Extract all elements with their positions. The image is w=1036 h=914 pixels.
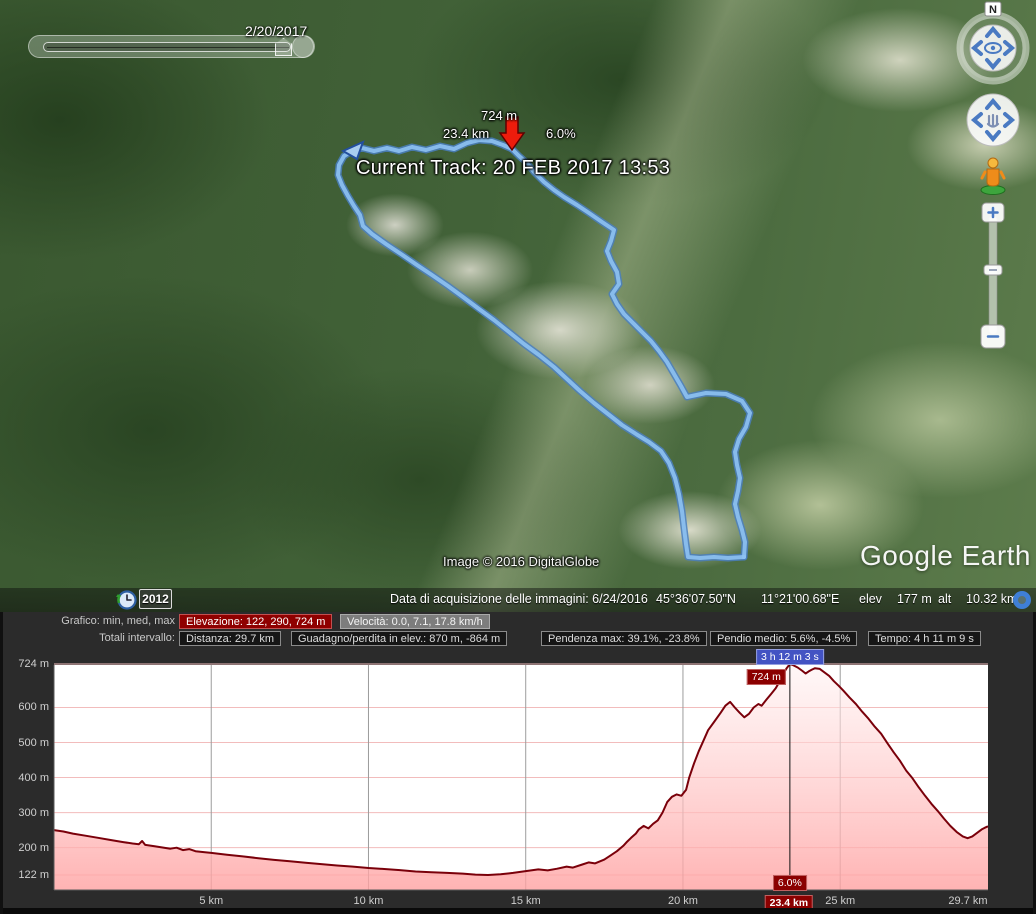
interval-totals-label: Totali intervallo:	[99, 632, 175, 644]
move-left-chevron-icon[interactable]	[970, 112, 983, 128]
status-bar: 2012 Data di acquisizione delle immagini…	[0, 588, 1036, 612]
max-slope-box: Pendenza max: 39.1%, -23.8%	[541, 631, 707, 646]
zoom-control	[980, 202, 1006, 349]
north-badge[interactable]: N	[984, 1, 1002, 17]
time-slider[interactable]: 2/20/2017	[28, 23, 315, 58]
move-down-chevron-icon[interactable]	[985, 130, 1001, 143]
distance-box: Distanza: 29.7 km	[179, 631, 282, 646]
marker-distance-label: 23.4 km	[443, 126, 490, 141]
cursor-distance-tooltip: 23.4 km	[764, 895, 814, 911]
elev-label: elev	[859, 592, 882, 606]
satellite-map-view[interactable]: 724 m 23.4 km 6.0% Current Track: 20 FEB…	[0, 0, 1036, 612]
historical-imagery-year-button[interactable]: 2012	[139, 589, 172, 609]
latitude-readout: 45°36'07.50"N	[656, 592, 736, 606]
avg-slope-box: Pendio medio: 5.6%, -4.5%	[710, 631, 858, 646]
x-axis-label: 10 km	[353, 895, 384, 907]
current-track-label: Current Track: 20 FEB 2017 13:53	[356, 157, 671, 179]
y-axis-label: 600 m	[18, 701, 49, 714]
elevation-profile-panel: Grafico: min, med, max Elevazione: 122, …	[0, 612, 1036, 914]
look-down-chevron-icon[interactable]	[985, 58, 1001, 71]
eye-icon	[984, 42, 1002, 54]
elevation-stats-box[interactable]: Elevazione: 122, 290, 724 m	[179, 614, 333, 629]
track-start-arrow-icon[interactable]	[338, 138, 368, 164]
y-axis-label: 122 m	[18, 869, 49, 881]
gain-loss-box: Guadagno/perdita in elev.: 870 m, -864 m	[291, 631, 508, 646]
track-position-marker-icon[interactable]	[498, 116, 526, 152]
y-axis-label: 724 m	[18, 658, 49, 670]
historical-imagery-clock-icon[interactable]	[114, 588, 138, 612]
y-axis-label: 300 m	[18, 806, 49, 819]
x-axis-label: 15 km	[510, 895, 541, 907]
y-axis-label: 500 m	[18, 736, 49, 749]
acquisition-date-text: Data di acquisizione delle immagini: 6/2…	[390, 592, 648, 606]
y-axis-label: 200 m	[18, 841, 49, 854]
move-joystick[interactable]	[966, 93, 1020, 147]
x-axis-label: 29.7 km	[948, 895, 988, 907]
y-axis-label: 400 m	[18, 771, 49, 784]
streaming-indicator-icon	[1013, 591, 1031, 609]
time-slider-end-knob[interactable]	[292, 35, 315, 58]
x-axis-label: 5 km	[199, 895, 224, 907]
hand-icon	[986, 113, 1000, 128]
speed-stats-box[interactable]: Velocità: 0.0, 7.1, 17.8 km/h	[340, 614, 490, 629]
time-slider-date-label: 2/20/2017	[245, 23, 308, 39]
longitude-readout: 11°21'00.68"E	[761, 592, 840, 606]
time-slider-track-line	[47, 47, 289, 48]
marker-grade-label: 6.0%	[546, 126, 576, 141]
imagery-copyright: Image © 2016 DigitalGlobe	[443, 554, 600, 569]
move-up-chevron-icon[interactable]	[985, 97, 1001, 110]
alt-value: 10.32 km	[966, 592, 1018, 606]
north-label: N	[989, 4, 997, 16]
look-up-chevron-icon[interactable]	[985, 25, 1001, 38]
move-right-chevron-icon[interactable]	[1003, 112, 1016, 128]
plus-icon	[987, 206, 999, 219]
cursor-grade-tooltip: 6.0%	[772, 875, 807, 891]
time-slider-handle[interactable]	[275, 38, 292, 56]
elevation-chart[interactable]	[3, 612, 1036, 914]
look-right-chevron-icon[interactable]	[1003, 40, 1016, 56]
alt-label: alt	[938, 592, 952, 606]
google-earth-logo: Google Earth	[860, 540, 1031, 571]
look-joystick[interactable]	[956, 11, 1030, 85]
x-axis-label: 25 km	[825, 895, 856, 907]
eye-pupil-icon	[990, 45, 996, 51]
nav-controls: N	[956, 1, 1030, 349]
pegman-icon[interactable]	[980, 157, 1006, 195]
gps-track-overlay	[334, 136, 754, 562]
x-axis-label: 20 km	[667, 895, 698, 907]
graph-minmedmax-label: Grafico: min, med, max	[61, 615, 175, 627]
time-slider-track[interactable]	[43, 42, 291, 52]
cursor-elevation-tooltip: 724 m	[746, 669, 786, 685]
look-left-chevron-icon[interactable]	[970, 40, 983, 56]
cursor-time-tooltip: 3 h 12 m 3 s	[755, 649, 824, 665]
time-box: Tempo: 4 h 11 m 9 s	[868, 631, 981, 646]
elev-value: 177 m	[897, 592, 932, 606]
marker-elevation-label: 724 m	[481, 108, 518, 123]
